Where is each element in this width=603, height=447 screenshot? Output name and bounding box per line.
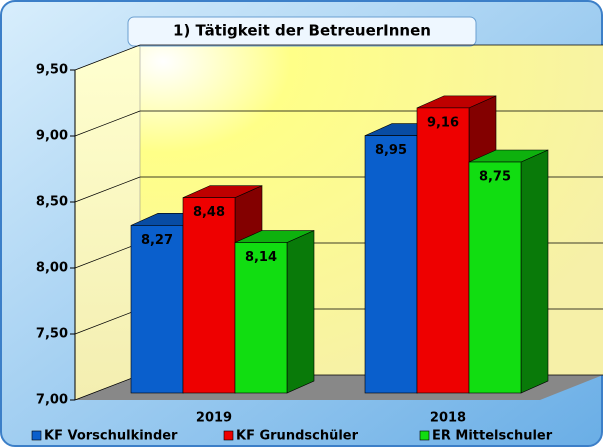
value-label: 8,14 — [245, 250, 277, 265]
grid-line — [74, 44, 141, 71]
legend-label: KF Vorschulkinder — [44, 429, 178, 444]
y-tick-label: 8,50 — [36, 195, 68, 210]
title-box — [127, 16, 477, 47]
bar — [416, 107, 470, 394]
value-label: 9,16 — [427, 115, 459, 130]
legend-swatch — [223, 430, 234, 441]
value-label: 8,48 — [193, 205, 225, 220]
value-label: 8,95 — [375, 143, 407, 158]
bar — [130, 225, 184, 394]
legend-swatch — [31, 430, 42, 441]
bar — [234, 242, 288, 394]
chart-title: 1) Tätigkeit der BetreuerInnen — [173, 22, 431, 40]
x-tick-label: 2018 — [430, 411, 466, 426]
bar — [468, 161, 522, 394]
y-tick-label: 9,50 — [36, 63, 68, 78]
side-wall — [74, 44, 141, 401]
bar-side — [286, 230, 315, 394]
legend-swatch — [419, 430, 430, 441]
legend-label: ER Mittelschuler — [432, 429, 553, 444]
y-tick-label: 8,00 — [36, 261, 68, 276]
grid-line — [74, 308, 141, 335]
value-label: 8,75 — [479, 170, 511, 185]
legend-label: KF Grundschüler — [236, 429, 359, 444]
grid-line — [74, 110, 141, 137]
bar-side — [520, 149, 549, 394]
bar — [182, 197, 236, 394]
y-tick-label: 7,00 — [36, 393, 68, 408]
bar — [364, 135, 418, 394]
y-tick-label: 7,50 — [36, 327, 68, 342]
grid-line — [74, 242, 141, 269]
grid-line — [74, 374, 141, 401]
value-label: 8,27 — [141, 233, 173, 248]
x-tick-label: 2019 — [196, 411, 232, 426]
y-tick-label: 9,00 — [36, 129, 68, 144]
grid-line — [74, 176, 141, 203]
